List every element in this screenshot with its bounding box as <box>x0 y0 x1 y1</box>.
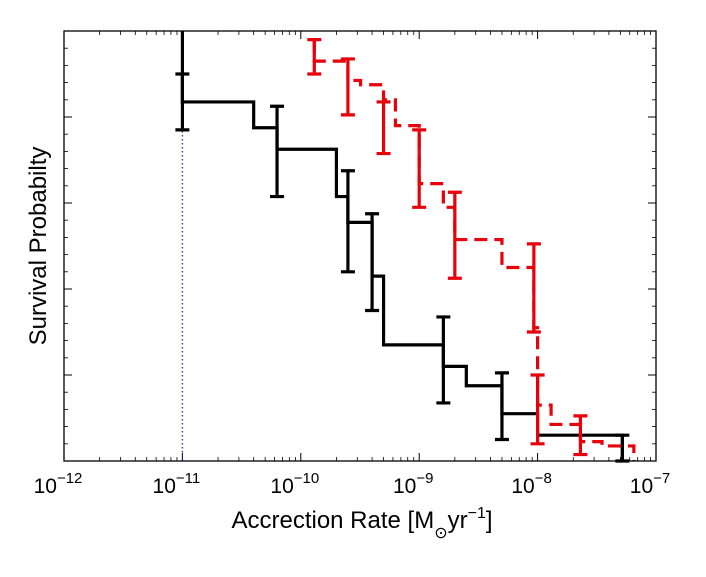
x-tick-label-base: 10 <box>511 475 534 498</box>
x-axis-label-close: ] <box>486 507 493 534</box>
red-survival-error-bar <box>340 57 355 117</box>
x-axis-label-sun-symbol: ⊙ <box>434 525 447 542</box>
red-survival-error-bar <box>447 190 462 280</box>
x-tick-label: 10−12 <box>34 470 83 498</box>
red-survival-error-bar <box>573 414 588 457</box>
black-survival-step-line <box>180 31 624 461</box>
series-black-survival <box>175 31 630 463</box>
red-survival-error-bar <box>412 128 427 209</box>
axes-frame <box>63 30 657 462</box>
x-tick-label-base: 10 <box>270 475 293 498</box>
red-survival-error-bar <box>376 100 391 156</box>
x-axis-label-unit: yr <box>448 507 468 534</box>
x-tick-label-exponent: −7 <box>653 470 670 487</box>
x-tick-label-base: 10 <box>34 475 57 498</box>
x-axis-label-exponent: −1 <box>468 505 486 522</box>
x-tick-label: 10−10 <box>270 470 319 498</box>
x-tick-label-base: 10 <box>630 475 653 498</box>
series-red-survival <box>307 38 636 461</box>
series-layer <box>175 31 636 463</box>
black-survival-error-bar <box>175 72 190 132</box>
x-axis-label-main: Accrection Rate [M <box>231 507 434 534</box>
x-tick-label: 10−9 <box>393 470 433 498</box>
black-survival-error-bar <box>365 212 380 313</box>
y-axis-label: Survival Probabilty <box>25 147 52 346</box>
x-tick-label-exponent: −12 <box>57 470 82 487</box>
red-survival-error-bar <box>526 242 541 334</box>
black-survival-error-bar <box>340 169 355 274</box>
x-tick-label-exponent: −10 <box>294 470 319 487</box>
x-tick-label: 10−7 <box>630 470 670 498</box>
x-tick-label: 10−11 <box>153 470 201 498</box>
red-survival-error-bar <box>530 373 545 446</box>
x-tick-labels: 10−12 10−11 10−10 10−9 10−8 10−7 <box>34 470 671 498</box>
x-tick-label-exponent: −8 <box>535 470 552 487</box>
plot-area <box>64 31 656 461</box>
x-tick-label-base: 10 <box>393 475 416 498</box>
black-survival-error-bar <box>436 315 451 405</box>
x-tick-label-exponent: −9 <box>416 470 433 487</box>
x-axis-label: Accrection Rate [M⊙yr−1] <box>231 505 492 542</box>
x-tick-label-base: 10 <box>153 475 176 498</box>
red-survival-error-bar <box>307 38 322 76</box>
black-survival-error-bar <box>270 104 285 199</box>
x-tick-label-exponent: −11 <box>176 470 200 487</box>
black-survival-error-bar <box>494 371 509 442</box>
x-tick-label: 10−8 <box>511 470 551 498</box>
